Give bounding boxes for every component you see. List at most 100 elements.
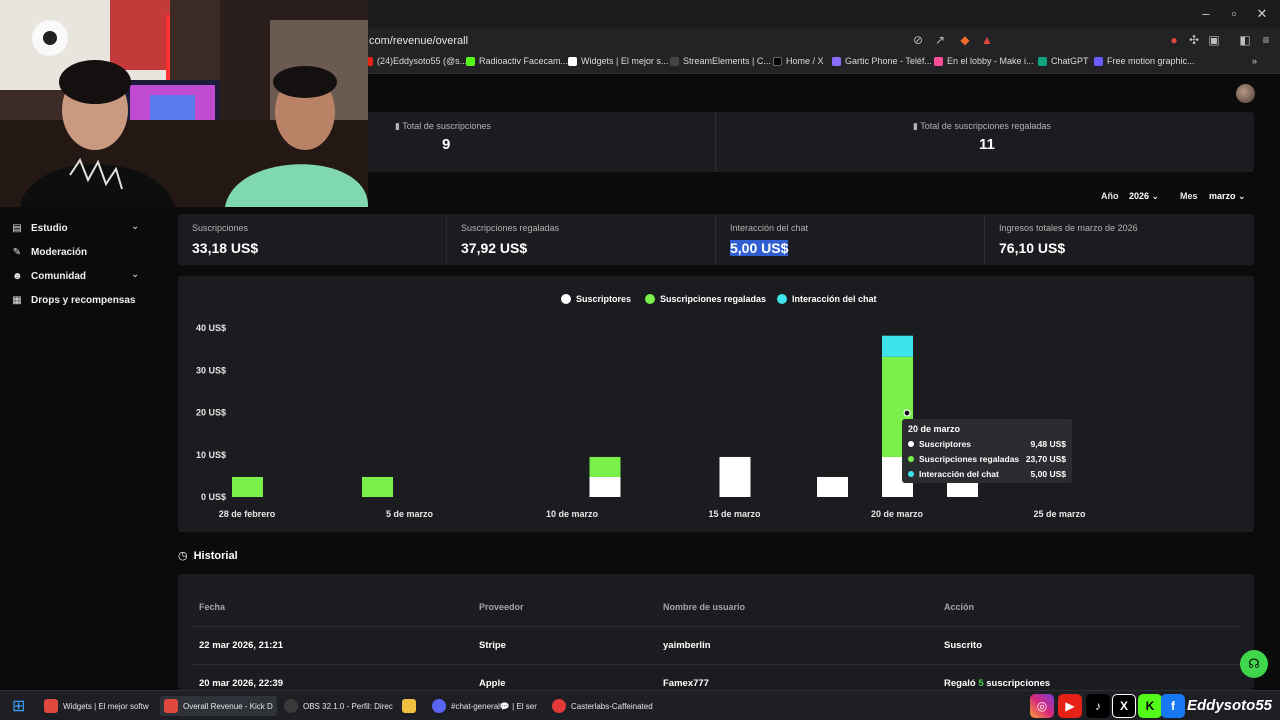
taskbar-app[interactable]: #chat-general💬 | El ser [432, 696, 537, 716]
year-select[interactable]: 2026 ⌄ [1129, 191, 1160, 201]
tooltip-row: Suscripciones regaladas 23,70 US$ [908, 452, 1066, 466]
revenue-chart-card [178, 276, 1254, 532]
discord-icon [432, 699, 446, 713]
tooltip-row: Interacción del chat 5,00 US$ [908, 467, 1066, 481]
metric-label: Ingresos totales de marzo de 2026 [999, 223, 1138, 233]
gift-icon: ▦ [12, 294, 22, 306]
brave-icon [44, 699, 58, 713]
sidebar-item-moderacion[interactable]: ✎ Moderación [12, 246, 88, 258]
chart-tooltip: 20 de marzo Suscriptores 9,48 US$ Suscrip… [902, 419, 1072, 483]
column-header-date[interactable]: Fecha [199, 602, 226, 612]
metric-value-selected[interactable]: 5,00 US$ [730, 240, 789, 256]
brave-shield-icon[interactable]: ◆ [960, 33, 970, 47]
webcam-overlay [0, 0, 368, 207]
casterlabs-icon [552, 699, 566, 713]
headset-icon: ☊ [1248, 656, 1260, 671]
bookmark-item[interactable]: Radioactiv Facecam... [466, 56, 568, 66]
tooltip-dot [908, 471, 914, 477]
chevron-down-icon[interactable]: ⌄ [131, 221, 140, 232]
facebook-icon: f [1161, 694, 1185, 718]
no-eye-icon[interactable]: ⊘ [912, 33, 924, 47]
month-select[interactable]: marzo ⌄ [1209, 191, 1246, 201]
row-user[interactable]: yaimberlin [663, 640, 711, 651]
windows-icon: ⊞ [12, 698, 26, 715]
puzzle-icon[interactable]: ✣ [1188, 33, 1200, 47]
divider [715, 214, 716, 265]
taskbar-app-active[interactable]: Overall Revenue - Kick D [160, 696, 277, 716]
minimize-icon[interactable]: – [1202, 6, 1210, 21]
share-icon[interactable]: ↗ [934, 33, 946, 47]
bookmark-item[interactable]: (24)Eddysoto55 (@s... [364, 56, 467, 66]
row-provider: Stripe [479, 640, 506, 651]
metric-label: Interacción del chat [730, 223, 809, 233]
legend-chat[interactable]: Interacción del chat [777, 294, 877, 304]
url-text[interactable]: com/revenue/overall [369, 35, 469, 47]
taskbar-app[interactable]: Widgets | El mejor softw [44, 696, 149, 716]
history-title: ◷ Historial [178, 549, 238, 563]
instagram-icon: ◎ [1030, 694, 1054, 718]
row-action: Suscrito [944, 640, 983, 651]
clock-icon: ◷ [178, 550, 188, 562]
bookmark-item[interactable]: StreamElements | C... [670, 56, 771, 66]
bookmark-icon [1094, 56, 1103, 66]
legend-gifted[interactable]: Suscripciones regaladas [645, 294, 766, 304]
channel-name: Eddysoto55 [1187, 697, 1273, 714]
row-user[interactable]: Famex777 [663, 678, 709, 689]
sidebar-item-comunidad[interactable]: ☻ Comunidad [12, 270, 86, 282]
support-chat-button[interactable]: ☊ [1240, 650, 1268, 678]
bookmark-item[interactable]: ChatGPT [1038, 56, 1089, 66]
avatar[interactable] [1236, 84, 1255, 103]
sidebar-toggle-icon[interactable]: ◧ [1239, 33, 1251, 47]
tooltip-dot [908, 441, 914, 447]
total-gifted-label: ▮ Total de suscripciones regaladas [913, 121, 1051, 131]
year-label: Año [1101, 191, 1119, 201]
folder-icon [402, 699, 416, 713]
bookmark-icon [832, 56, 841, 66]
metric-value: 37,92 US$ [461, 240, 528, 256]
total-gifted-value: 11 [979, 136, 995, 153]
sidebar-item-drops[interactable]: ▦ Drops y recompensas [12, 294, 136, 306]
tooltip-row: Suscriptores 9,48 US$ [908, 437, 1066, 451]
chevron-down-icon: ⌄ [1238, 191, 1246, 201]
wallet-icon[interactable]: ▣ [1208, 33, 1220, 47]
taskbar-app[interactable]: Casterlabs-Caffeinated [552, 696, 653, 716]
bookmark-item[interactable]: Gartic Phone - Teléf... [832, 56, 932, 66]
sidebar-item-estudio[interactable]: ▤ Estudio [12, 222, 68, 234]
row-date: 20 mar 2026, 22:39 [199, 678, 283, 689]
row-divider [192, 626, 1240, 627]
kick-icon: K [1138, 694, 1162, 718]
taskbar: ⊞ Widgets | El mejor softw Overall Reven… [0, 690, 1280, 720]
bookmark-item[interactable]: Widgets | El mejor s... [568, 56, 668, 66]
legend-dot [561, 294, 571, 304]
close-icon[interactable]: ✕ [1256, 6, 1268, 21]
legend-subscribers[interactable]: Suscriptores [561, 294, 631, 304]
menu-icon[interactable]: ≡ [1262, 33, 1270, 47]
bookmark-item[interactable]: Free motion graphic... [1094, 56, 1195, 66]
column-header-user[interactable]: Nombre de usuario [663, 602, 746, 612]
chevron-down-icon[interactable]: ⌄ [131, 269, 140, 280]
column-header-action[interactable]: Acción [944, 602, 975, 612]
row-provider: Apple [479, 678, 506, 689]
start-button[interactable]: ⊞ [12, 696, 25, 716]
bookmark-item[interactable]: En el lobby - Make i... [934, 56, 1034, 66]
maximize-icon[interactable]: ▫ [1231, 6, 1237, 21]
column-header-provider[interactable]: Proveedor [479, 602, 524, 612]
taskbar-app[interactable]: OBS 32.1.0 - Perfil: Direc [284, 696, 393, 716]
chatgpt-icon [1038, 56, 1047, 66]
taskbar-app[interactable] [402, 696, 416, 716]
webcam-image [0, 0, 368, 207]
chevron-down-icon: ⌄ [1151, 191, 1160, 201]
row-action: Regaló 5 suscripciones [944, 678, 1051, 689]
bookmark-item[interactable]: Home / X [773, 56, 824, 66]
bookmark-icon [364, 56, 373, 66]
rewards-icon[interactable]: ▲ [981, 33, 993, 47]
bookmarks-more-icon[interactable]: » [1252, 56, 1258, 66]
extension-icon[interactable]: ● [1170, 33, 1178, 47]
divider [984, 214, 985, 265]
metric-label: Suscripciones regaladas [461, 223, 560, 233]
x-logo-icon: X [1112, 694, 1136, 718]
tiktok-icon: ♪ [1086, 694, 1110, 718]
row-date: 22 mar 2026, 21:21 [199, 640, 283, 651]
studio-icon: ▤ [12, 222, 22, 234]
bookmark-icon [670, 56, 679, 66]
